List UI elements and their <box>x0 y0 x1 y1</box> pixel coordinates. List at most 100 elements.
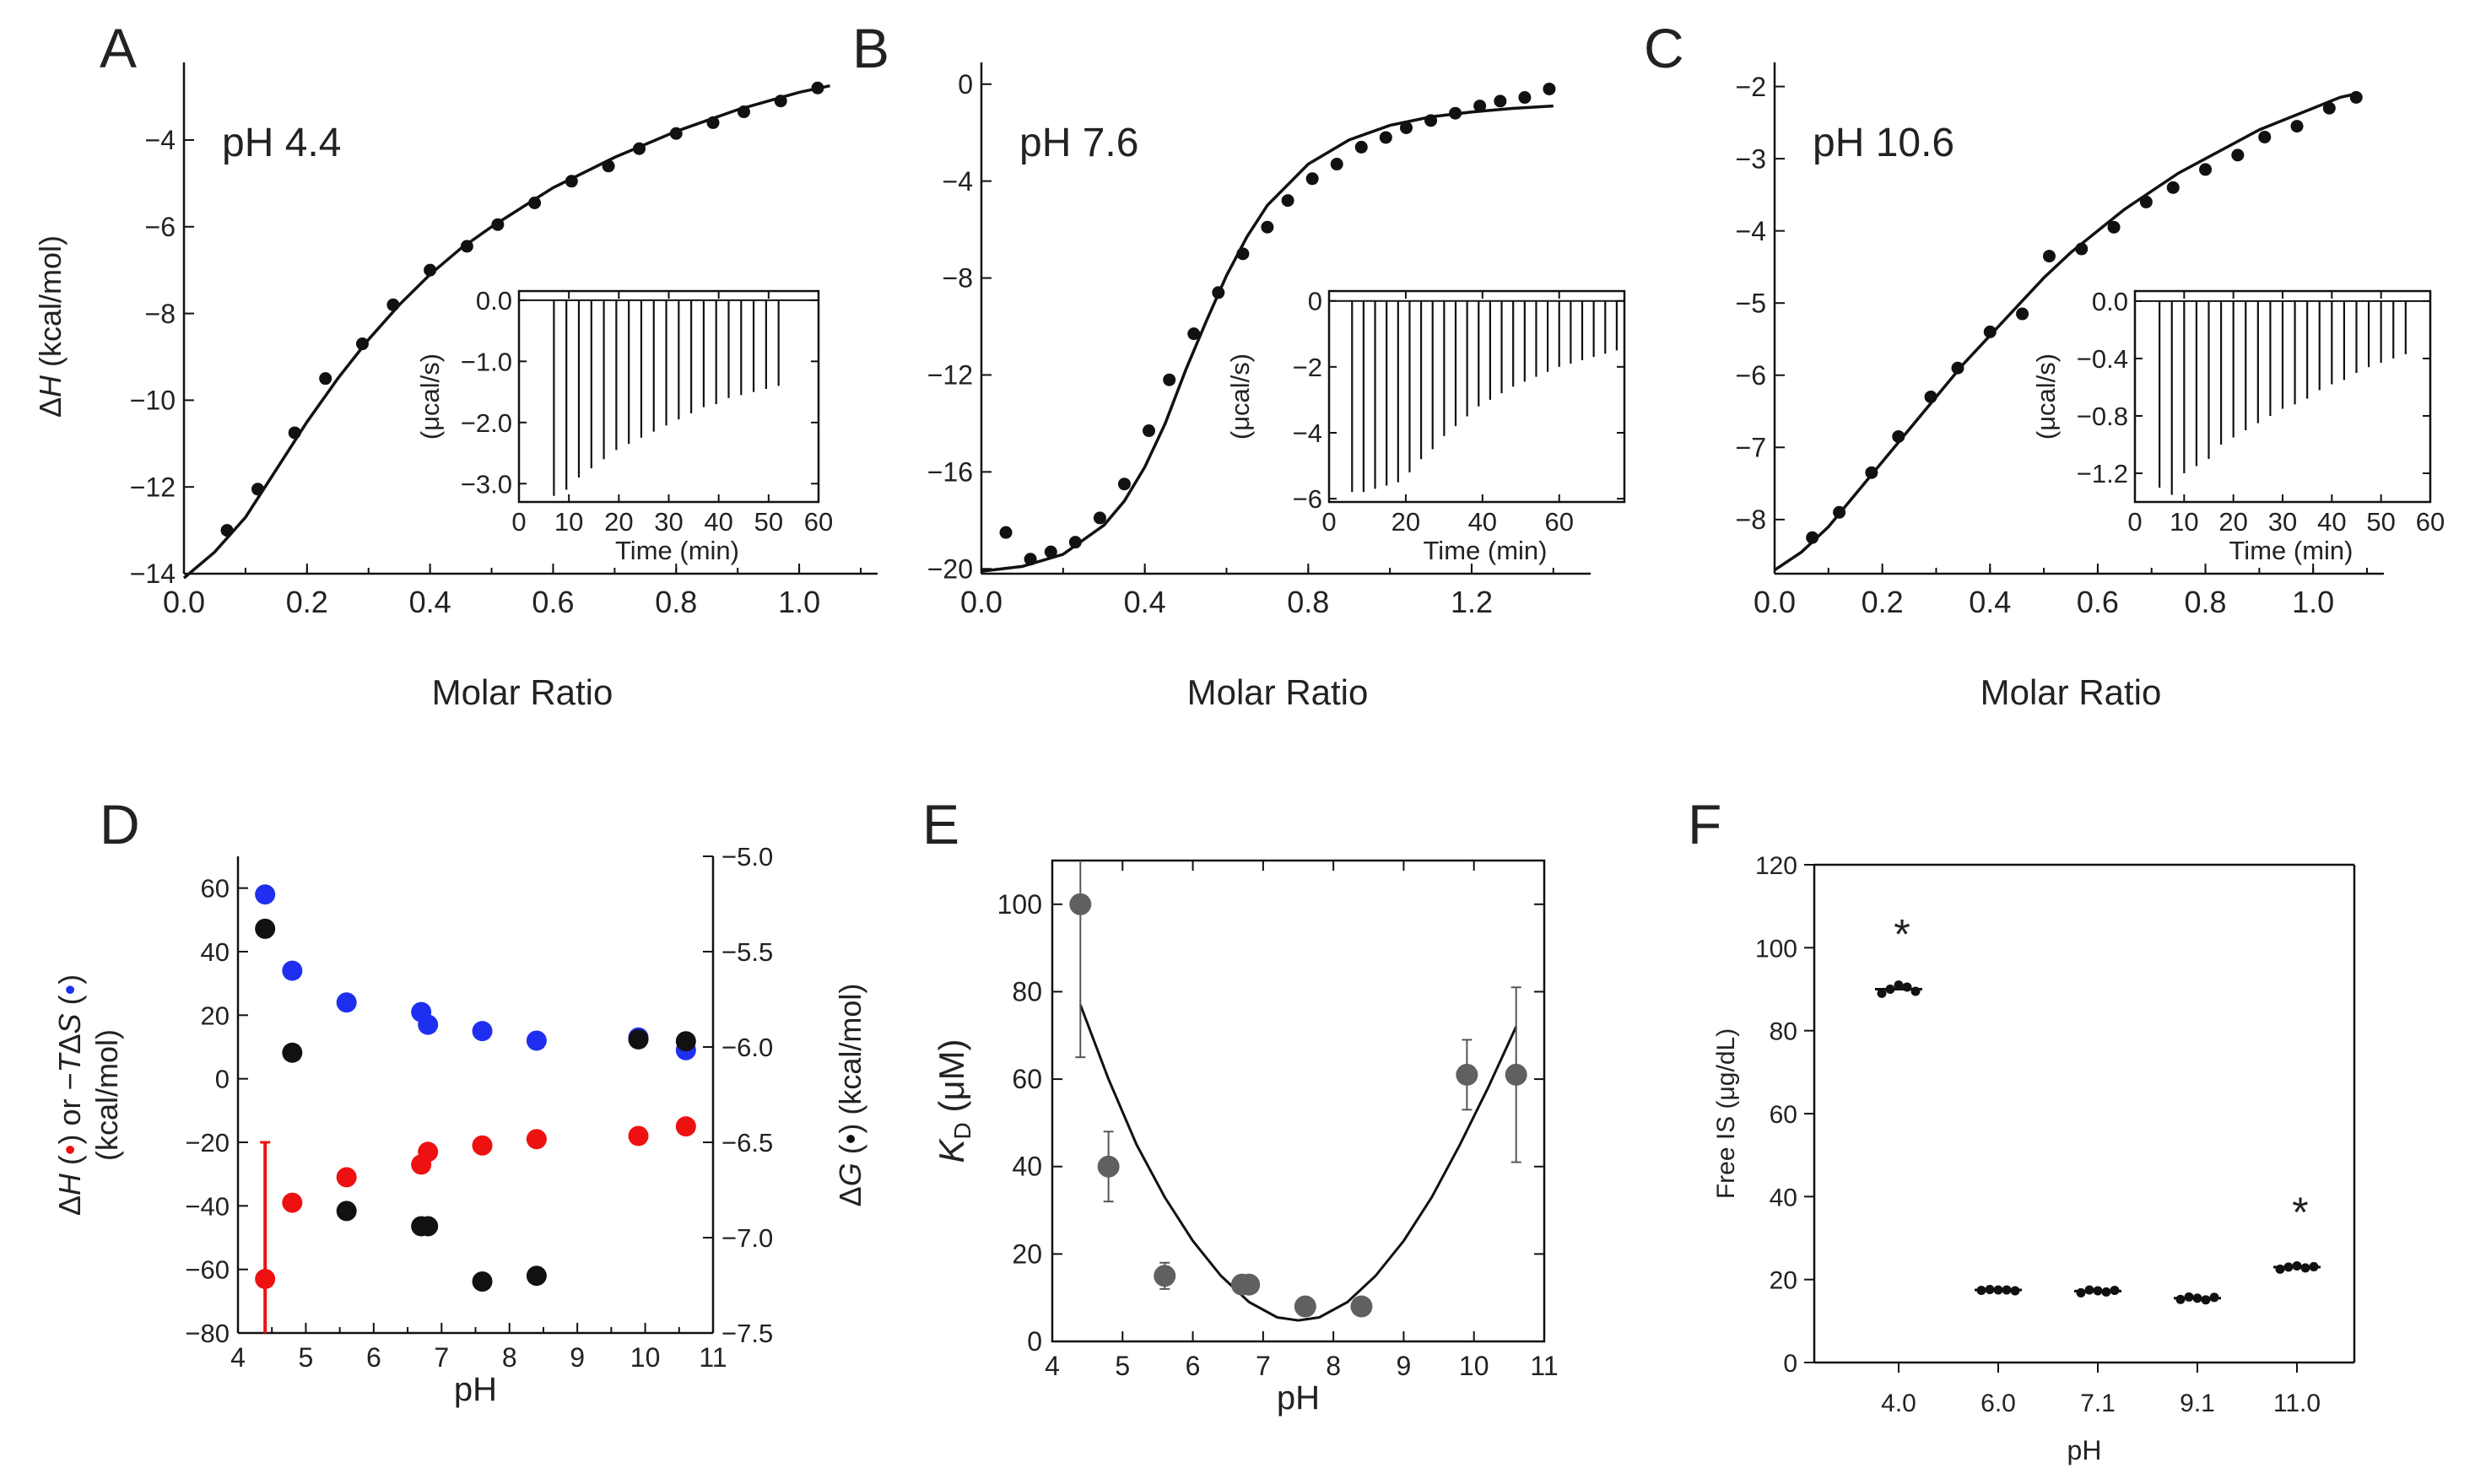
data-point <box>1910 986 1921 996</box>
legend-marker-entropy: • <box>52 985 87 996</box>
data-point <box>669 127 683 140</box>
x-tick-label: 5 <box>299 1342 314 1373</box>
inset-y-tick-label: −2 <box>1293 353 1322 382</box>
y-tick-label: −2 <box>1736 72 1766 102</box>
data-point <box>1097 1155 1120 1178</box>
data-point <box>1117 478 1131 491</box>
inset-x-tick-label: 20 <box>1392 507 1420 537</box>
data-point <box>602 159 615 173</box>
y-tick-label: 80 <box>1012 976 1042 1006</box>
inset-x-tick-label: 40 <box>704 507 732 537</box>
inset-y-label: (μcal/s) <box>1225 353 1255 440</box>
data-point <box>1238 1273 1261 1296</box>
inset-x-tick-label: 10 <box>2170 507 2198 537</box>
x-tick-label: 11.0 <box>2273 1390 2321 1417</box>
label-open2: ( <box>52 995 87 1013</box>
x-tick-label: 7 <box>1256 1351 1271 1381</box>
data-point-enthalpy <box>282 1192 303 1213</box>
ph-annotation: pH 7.6 <box>1019 121 1138 165</box>
x-tick-label: 4.0 <box>1881 1390 1916 1417</box>
inset-x-label: Time (min) <box>2229 536 2353 565</box>
inset-y-tick-label: −3.0 <box>461 469 512 499</box>
data-point <box>2292 1260 2302 1271</box>
x-tick-label: 4 <box>230 1342 246 1373</box>
data-point <box>2139 195 2153 208</box>
data-point <box>2010 1286 2020 1296</box>
data-point-gibbs <box>418 1216 439 1237</box>
y-axis-label: Free IS (μg/dL) <box>1712 1028 1740 1199</box>
label-S: S <box>52 1013 87 1033</box>
y-tick-label: 60 <box>201 874 230 904</box>
data-point-enthalpy <box>675 1116 696 1137</box>
data-point <box>811 81 824 94</box>
data-point <box>2084 1285 2094 1295</box>
inset-background <box>1322 284 1631 509</box>
x-tick-label: 0.8 <box>655 585 697 619</box>
data-point <box>491 218 505 231</box>
data-point <box>2300 1263 2310 1273</box>
y-tick-label: −12 <box>927 360 973 391</box>
inset-x-tick-label: 20 <box>2218 507 2247 537</box>
data-point <box>1068 536 1082 549</box>
inset-x-tick-label: 0 <box>511 507 526 537</box>
data-point <box>1924 390 1937 403</box>
x-tick-label: 0.4 <box>409 585 451 619</box>
y-tick-label: 20 <box>1012 1238 1042 1269</box>
x-tick-label: 10 <box>630 1342 661 1373</box>
x-tick-label: 9.1 <box>2180 1390 2215 1417</box>
y-tick-label-right: −5.5 <box>721 937 773 967</box>
x-tick-label: 6 <box>366 1342 381 1373</box>
inset-x-tick-label: 40 <box>1468 507 1497 537</box>
data-point <box>1951 361 1964 375</box>
y-tick-label: 40 <box>1012 1152 1042 1182</box>
data-point <box>1305 172 1319 186</box>
y-tick-label: −12 <box>130 472 176 502</box>
data-point <box>1505 1063 1527 1086</box>
x-axis-label: pH <box>1277 1379 1320 1417</box>
panel-letter-b: B <box>852 17 889 79</box>
data-point <box>1350 1295 1373 1318</box>
significance-marker: * <box>2292 1189 2308 1236</box>
data-point-entropy <box>526 1030 547 1051</box>
data-point <box>1456 1063 1478 1086</box>
data-point <box>1024 553 1037 566</box>
inset-x-tick-label: 10 <box>554 507 583 537</box>
label-delta: Δ <box>833 1186 867 1206</box>
y-tick-label: −7 <box>1736 432 1766 462</box>
y-axis-label: KD (μM) <box>932 1039 975 1163</box>
data-point <box>319 372 332 386</box>
data-point <box>1236 247 1250 261</box>
inset-background <box>512 284 825 509</box>
x-tick-label: 4 <box>1045 1351 1060 1381</box>
inset-x-tick-label: 0 <box>1321 507 1336 537</box>
data-point <box>1044 545 1057 559</box>
x-axis-label: Molar Ratio <box>432 672 613 712</box>
x-tick-label: 1.0 <box>2292 585 2334 619</box>
y-tick-label: −20 <box>927 553 973 584</box>
left-y-label: ΔH (•) or −TΔS (•)(kcal/mol) <box>52 974 124 1216</box>
y-tick-label-right: −6.5 <box>721 1128 773 1158</box>
left-y-label-line1: ΔH (•) or −TΔS (•) <box>52 974 87 1216</box>
data-point <box>1424 114 1438 127</box>
y-label-delta: Δ <box>33 397 68 418</box>
inset-y-label: (μcal/s) <box>415 353 445 440</box>
data-point <box>1093 511 1106 525</box>
data-point <box>1833 505 1846 519</box>
y-tick-label: 100 <box>1755 935 1797 963</box>
left-y-label-line2: (kcal/mol) <box>89 1029 124 1161</box>
x-tick-label: 8 <box>502 1342 517 1373</box>
data-point <box>1543 82 1556 95</box>
significance-marker: * <box>1894 911 1910 958</box>
y-tick-label: −6 <box>1736 360 1766 391</box>
y-label-variable: H <box>33 375 68 397</box>
label-open: ( <box>833 1144 867 1163</box>
data-point-enthalpy <box>418 1141 439 1163</box>
label-open: ( <box>52 1155 87 1174</box>
data-point <box>1449 106 1462 120</box>
data-point-entropy <box>472 1021 493 1042</box>
y-tick-label: 0 <box>1783 1350 1797 1378</box>
data-point <box>2290 120 2304 133</box>
panel-letter-a: A <box>100 17 137 79</box>
data-point <box>1983 325 1997 338</box>
